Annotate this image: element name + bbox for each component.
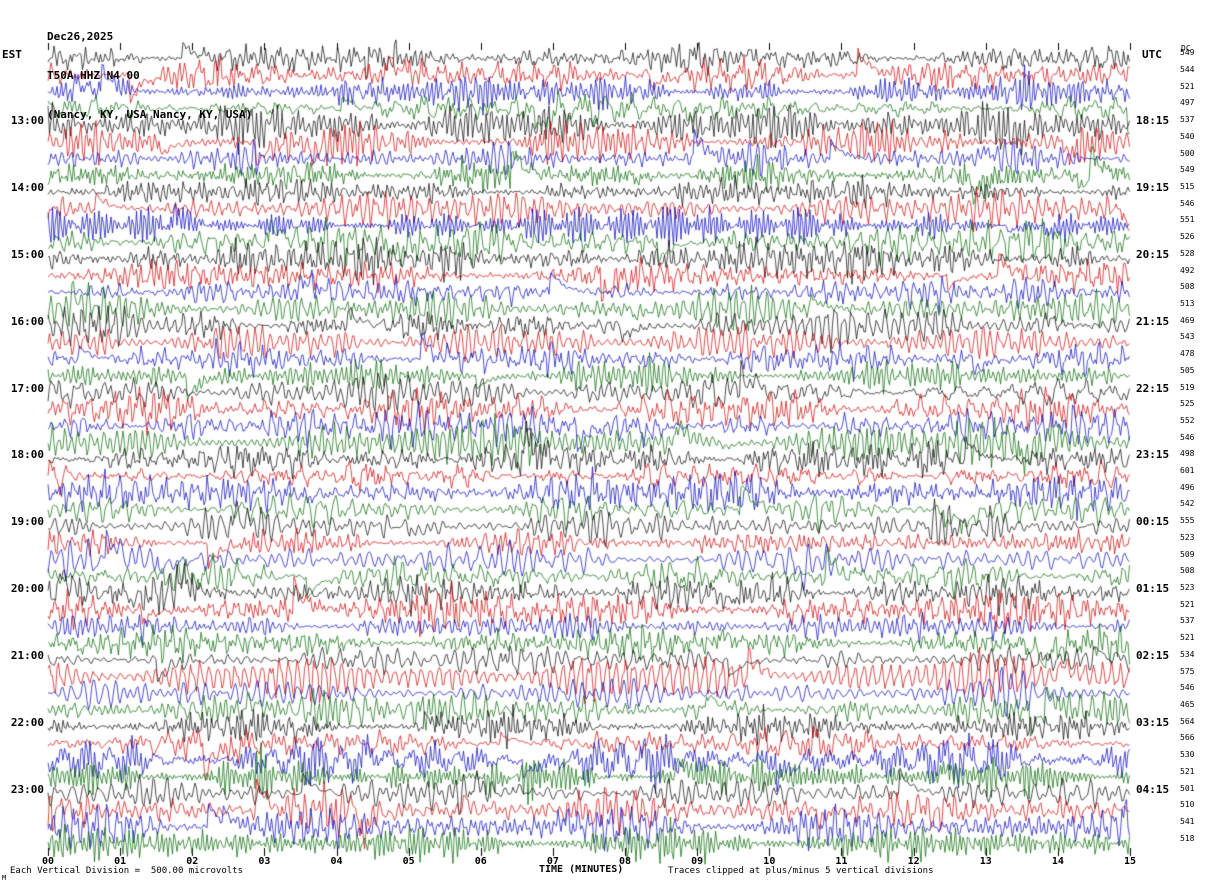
utc-time-label: 22:15 (1136, 381, 1170, 395)
x-tick-label: 06 (474, 856, 487, 867)
dc-value: 555 (1180, 516, 1195, 526)
dc-column-header: DC (1181, 44, 1191, 53)
x-tick-label: 10 (763, 856, 776, 867)
x-tick-label: 14 (1051, 856, 1064, 867)
utc-time-label: 20:15 (1136, 247, 1170, 261)
dc-value: 500 (1180, 148, 1195, 158)
dc-value: 492 (1180, 265, 1195, 275)
x-tick-label: 08 (619, 856, 632, 867)
utc-time-label: 04:15 (1136, 782, 1170, 796)
dc-value: 501 (1180, 783, 1195, 793)
dc-value: 498 (1180, 449, 1195, 459)
title-location: (Nancy, KY, USA Nancy, KY, USA) (47, 108, 253, 121)
dc-value: 528 (1180, 248, 1195, 258)
est-time-label: 16:00 (10, 314, 44, 328)
dc-value: 551 (1180, 215, 1195, 225)
dc-value: 546 (1180, 432, 1195, 442)
dc-value: 508 (1180, 566, 1195, 576)
left-timezone-label: EST (2, 48, 22, 61)
est-time-label: 19:00 (10, 515, 44, 529)
x-tick-label: 09 (691, 856, 704, 867)
est-time-label: 17:00 (10, 381, 44, 395)
dc-value: 566 (1180, 733, 1195, 743)
utc-time-label: 18:15 (1136, 114, 1170, 128)
dc-value: 508 (1180, 282, 1195, 292)
dc-value: 543 (1180, 332, 1195, 342)
dc-value: 549 (1180, 165, 1195, 175)
title-station: T50A HHZ N4 00 (47, 69, 140, 82)
dc-value: 469 (1180, 315, 1195, 325)
dc-value: 465 (1180, 699, 1195, 709)
utc-time-label: 21:15 (1136, 314, 1170, 328)
est-time-label: 13:00 (10, 114, 44, 128)
dc-value: 478 (1180, 349, 1195, 359)
dc-value: 496 (1180, 482, 1195, 492)
x-axis-title: TIME (MINUTES) (539, 864, 624, 875)
dc-value: 518 (1180, 833, 1195, 843)
est-time-label: 15:00 (10, 247, 44, 261)
est-time-label: 22:00 (10, 715, 44, 729)
x-tick-label: 03 (258, 856, 271, 867)
dc-value: 521 (1180, 81, 1195, 91)
x-tick-label: 11 (835, 856, 848, 867)
est-time-label: 20:00 (10, 582, 44, 596)
x-tick-label: 04 (330, 856, 343, 867)
x-tick-label: 07 (546, 856, 559, 867)
dc-value: 542 (1180, 499, 1195, 509)
dc-value: 515 (1180, 182, 1195, 192)
dc-value: 519 (1180, 382, 1195, 392)
dc-value: 523 (1180, 583, 1195, 593)
dc-value: 525 (1180, 399, 1195, 409)
dc-value: 546 (1180, 198, 1195, 208)
dc-value: 509 (1180, 549, 1195, 559)
x-tick-label: 13 (979, 856, 992, 867)
x-tick-label: 02 (186, 856, 199, 867)
dc-value: 552 (1180, 415, 1195, 425)
dc-value: 523 (1180, 532, 1195, 542)
corner-mark: M (2, 874, 7, 882)
footer-clip-note: Traces clipped at plus/minus 5 vertical … (668, 866, 934, 876)
title-date: Dec26,2025 (47, 30, 114, 43)
dc-value: 546 (1180, 683, 1195, 693)
utc-time-label: 00:15 (1136, 515, 1170, 529)
x-tick-label: 00 (41, 856, 55, 867)
dc-value: 575 (1180, 666, 1195, 676)
dc-value: 540 (1180, 131, 1195, 141)
utc-time-label: 19:15 (1136, 181, 1170, 195)
dc-value: 549 (1180, 48, 1195, 58)
dc-value: 537 (1180, 115, 1195, 125)
dc-value: 530 (1180, 750, 1195, 760)
dc-value: 510 (1180, 800, 1195, 810)
est-time-label: 18:00 (10, 448, 44, 462)
dc-value: 544 (1180, 65, 1195, 75)
utc-time-label: 01:15 (1136, 582, 1170, 596)
dc-value: 497 (1180, 98, 1195, 108)
right-timezone-label: UTC (1142, 48, 1162, 61)
dc-value: 526 (1180, 232, 1195, 242)
est-time-label: 21:00 (10, 648, 44, 662)
utc-time-label: 23:15 (1136, 448, 1170, 462)
dc-value: 534 (1180, 649, 1195, 659)
dc-value: 564 (1180, 716, 1195, 726)
x-tick-label: 12 (907, 856, 920, 867)
dc-value: 521 (1180, 633, 1195, 643)
x-tick-label: 01 (114, 856, 127, 867)
dc-value: 521 (1180, 599, 1195, 609)
x-tick-label: 15 (1123, 856, 1137, 867)
plot-title: Dec26,2025 T50A HHZ N4 00 (Nancy, KY, US… (47, 4, 252, 147)
dc-value: 513 (1180, 298, 1195, 308)
x-tick-label: 05 (402, 856, 415, 867)
dc-value: 521 (1180, 766, 1195, 776)
dc-value: 601 (1180, 466, 1195, 476)
utc-time-label: 02:15 (1136, 648, 1170, 662)
est-time-label: 14:00 (10, 181, 44, 195)
footer-scale-note: Each Vertical Division = 500.00 microvol… (10, 866, 243, 876)
dc-value: 537 (1180, 616, 1195, 626)
dc-value: 541 (1180, 816, 1195, 826)
dc-value: 505 (1180, 365, 1195, 375)
utc-time-label: 03:15 (1136, 715, 1170, 729)
est-time-label: 23:00 (10, 782, 44, 796)
